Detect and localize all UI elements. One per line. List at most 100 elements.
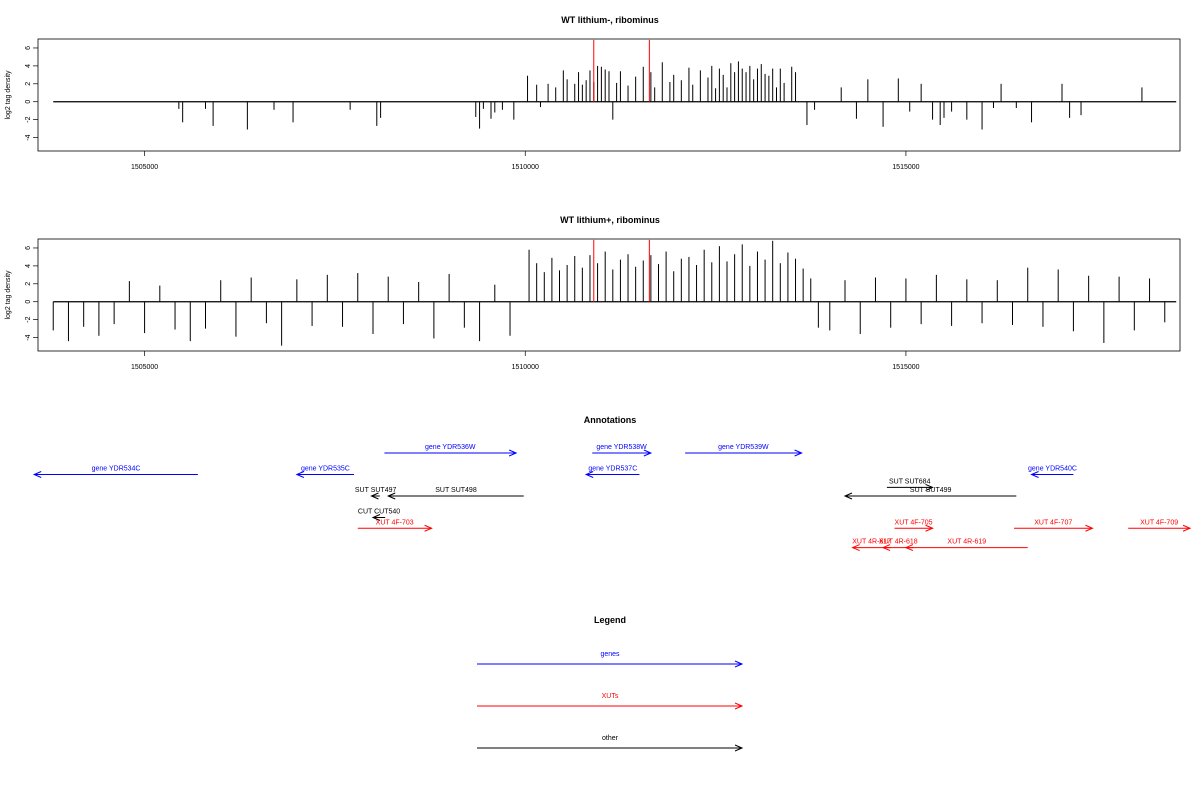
bar-series (52, 240, 1166, 346)
x-tick-label: 1505000 (131, 364, 158, 371)
feature-arrowhead (508, 449, 518, 457)
feature-label: XUT 4F-703 (376, 519, 414, 526)
feature-label: XUT 4R-617 (852, 539, 891, 546)
plot-frame (37, 238, 1181, 352)
legend-entry-genes: genes (477, 651, 744, 668)
x-tick-label: 1505000 (131, 164, 158, 171)
legend-entry-other: other (477, 735, 744, 752)
feature-arrowhead (386, 492, 396, 500)
feature-arrows: gene YDR534C gene YDR535C gene YDR536W gene… (32, 444, 1192, 552)
legend-label: other (602, 735, 619, 742)
feature-arrowhead (794, 449, 803, 457)
feature-arrowhead (371, 514, 381, 521)
feature-label: XUT 4R-618 (879, 539, 918, 546)
feature-arrowhead (32, 471, 42, 478)
feature-gene-ydr534c: gene YDR534C (32, 466, 198, 478)
feature-gene-ydr540c: gene YDR540C (1028, 466, 1077, 478)
marker-lines (593, 39, 650, 102)
marker-lines (593, 239, 650, 302)
legend-label: XUTs (602, 693, 619, 700)
legend-arrowhead (734, 744, 744, 752)
x-axis: 1505000 1510000 1515000 (131, 351, 920, 371)
y-tick-label: 6 (25, 46, 32, 50)
feature-gene-ydr535c: gene YDR535C (295, 466, 354, 478)
y-axis-label: log2 tag density (5, 70, 12, 120)
feature-label: gene YDR539W (718, 444, 769, 451)
y-tick-label: -2 (25, 116, 32, 122)
y-tick-label: 2 (25, 282, 32, 286)
feature-arrowhead (851, 544, 860, 552)
density-panel-lithium-plus: WT lithium+, ribominus log2 tag density … (5, 215, 1181, 371)
y-axis: -4 -2 0 2 4 6 (25, 46, 38, 141)
feature-arrowhead (1182, 524, 1192, 532)
feature-label: XUT 4F-709 (1140, 519, 1178, 526)
feature-arrowhead (904, 544, 914, 552)
feature-sut-sut499: SUT SUT499 (843, 487, 1017, 500)
x-axis: 1505000 1510000 1515000 (131, 151, 920, 171)
y-axis-label: log2 tag density (5, 270, 12, 320)
x-tick-label: 1510000 (512, 164, 539, 171)
feature-xut-4f-703: XUT 4F-703 (357, 519, 433, 532)
legend-arrowhead (734, 702, 744, 710)
panel-title: WT lithium-, ribominus (561, 15, 659, 25)
feature-sut-sut497: SUT SUT497 (355, 487, 397, 500)
legend-label: genes (600, 651, 620, 658)
feature-label: CUT CUT540 (358, 509, 400, 516)
feature-arrowhead (1030, 471, 1039, 478)
feature-sut-sut498: SUT SUT498 (386, 487, 524, 500)
annotation-track: Annotations gene YDR534C gene YDR535Cgene… (32, 415, 1192, 552)
feature-label: SUT SUT497 (355, 487, 397, 494)
feature-label: gene YDR538W (596, 444, 647, 451)
feature-arrowhead (925, 483, 934, 491)
x-tick-label: 1515000 (892, 364, 919, 371)
feature-arrowhead (843, 492, 853, 500)
feature-arrowhead (1085, 524, 1094, 532)
density-panel-lithium-minus: WT lithium-, ribominus log2 tag density … (5, 15, 1181, 171)
feature-arrowhead (925, 524, 934, 532)
legend: Legend genes XUTs other (477, 615, 744, 752)
feature-xut-4f-709: XUT 4F-709 (1128, 519, 1192, 532)
legend-title: Legend (594, 615, 626, 625)
y-axis: -4 -2 0 2 4 6 (25, 246, 38, 341)
x-tick-label: 1510000 (512, 364, 539, 371)
y-tick-label: -2 (25, 316, 32, 322)
feature-xut-4f-707: XUT 4F-707 (1014, 519, 1094, 532)
y-tick-label: 0 (25, 100, 32, 104)
y-tick-label: -4 (25, 134, 32, 140)
y-tick-label: 4 (25, 64, 32, 68)
feature-arrowhead (424, 524, 433, 532)
feature-gene-ydr537c: gene YDR537C (584, 466, 640, 478)
legend-entries: genes XUTs other (477, 651, 744, 752)
annotations-title: Annotations (584, 415, 637, 425)
feature-label: SUT SUT499 (910, 487, 952, 494)
y-tick-label: 0 (25, 300, 32, 304)
bar-series (178, 61, 1143, 130)
y-tick-label: 6 (25, 246, 32, 250)
feature-gene-ydr539w: gene YDR539W (685, 444, 803, 457)
legend-entry-xuts: XUTs (477, 693, 744, 710)
feature-cut-cut540: CUT CUT540 (358, 509, 400, 521)
feature-label: gene YDR537C (588, 466, 637, 473)
feature-arrowhead (881, 544, 891, 552)
y-tick-label: -4 (25, 334, 32, 340)
feature-label: XUT 4F-705 (895, 519, 933, 526)
feature-gene-ydr538w: gene YDR538W (592, 444, 653, 457)
feature-label: SUT SUT498 (435, 487, 477, 494)
y-tick-label: 4 (25, 264, 32, 268)
feature-xut-4r-619: XUT 4R-619 (904, 539, 1028, 552)
x-tick-label: 1515000 (892, 164, 919, 171)
feature-label: gene YDR536W (425, 444, 476, 451)
feature-label: SUT SUT684 (889, 478, 931, 485)
feature-sut-sut684: SUT SUT684 (886, 478, 934, 491)
feature-arrowhead (295, 471, 305, 478)
feature-label: XUT 4F-707 (1034, 519, 1072, 526)
legend-arrowhead (734, 660, 744, 668)
plot-frame (37, 38, 1181, 152)
feature-label: gene YDR534C (92, 466, 141, 473)
feature-label: XUT 4R-619 (947, 539, 986, 546)
feature-xut-4f-705: XUT 4F-705 (894, 519, 934, 532)
feature-label: gene YDR535C (301, 466, 350, 473)
panel-title: WT lithium+, ribominus (560, 215, 660, 225)
y-tick-label: 2 (25, 82, 32, 86)
